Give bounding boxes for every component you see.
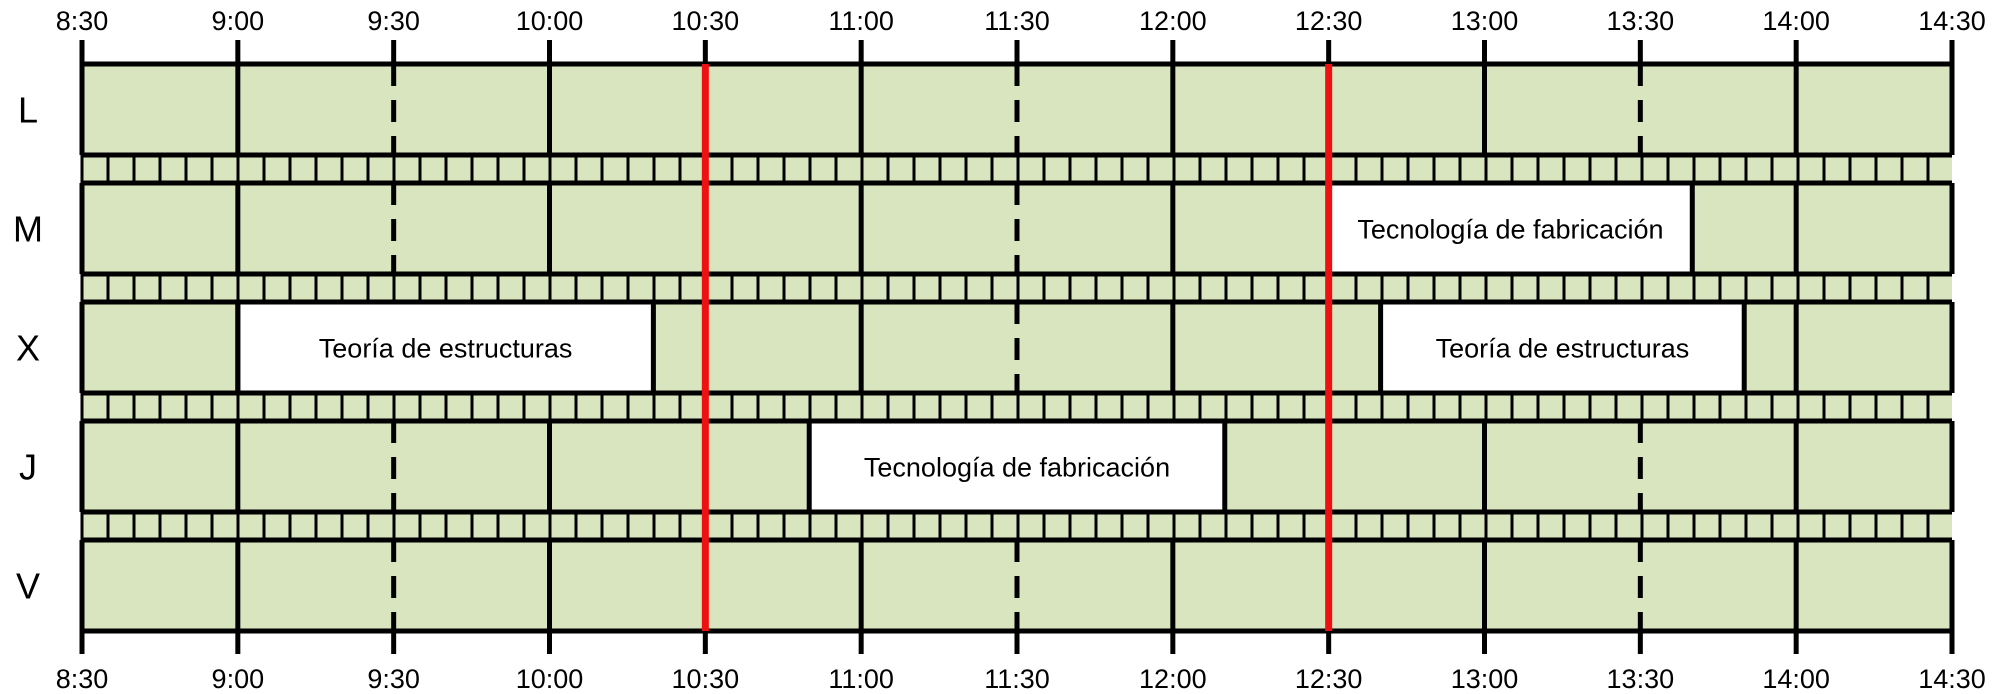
class-label: Teoría de estructuras (1436, 334, 1690, 364)
day-label: X (16, 328, 40, 369)
time-tick-label-bottom: 14:00 (1762, 664, 1830, 694)
time-tick-label-top: 10:30 (672, 6, 740, 36)
time-tick-label-top: 13:30 (1607, 6, 1675, 36)
time-tick-label-top: 12:30 (1295, 6, 1363, 36)
day-label: J (19, 447, 37, 488)
day-label: M (13, 209, 43, 250)
class-blocks (235, 180, 1747, 515)
time-tick-label-bottom: 10:00 (516, 664, 584, 694)
class-label: Teoría de estructuras (319, 334, 573, 364)
class-label: Tecnología de fabricación (1357, 215, 1663, 245)
time-tick-label-top: 11:00 (828, 6, 894, 36)
time-tick-label-top: 9:00 (212, 6, 265, 36)
time-tick-label-bottom: 13:00 (1451, 664, 1519, 694)
day-label: V (16, 566, 40, 607)
time-tick-label-bottom: 11:30 (984, 664, 1050, 694)
time-tick-label-bottom: 12:30 (1295, 664, 1363, 694)
day-label: L (18, 90, 38, 131)
time-tick-label-top: 13:00 (1451, 6, 1519, 36)
grid-lines (79, 40, 1955, 654)
time-tick-label-bottom: 9:00 (212, 664, 265, 694)
class-block (1378, 299, 1747, 396)
time-tick-label-bottom: 9:30 (367, 664, 420, 694)
time-tick-label-top: 11:30 (984, 6, 1050, 36)
time-tick-label-bottom: 8:30 (56, 664, 109, 694)
time-tick-label-bottom: 11:00 (828, 664, 894, 694)
time-tick-label-top: 14:00 (1762, 6, 1830, 36)
time-tick-label-bottom: 12:00 (1139, 664, 1207, 694)
time-tick-label-top: 9:30 (367, 6, 420, 36)
time-tick-label-top: 14:30 (1918, 6, 1986, 36)
labels: 8:30 8:30 9:00 9:00 9:30 9:30 10:00 10:00 10:30 1… (13, 6, 1986, 694)
time-tick-label-bottom: 14:30 (1918, 664, 1986, 694)
time-tick-label-bottom: 10:30 (672, 664, 740, 694)
time-tick-label-top: 12:00 (1139, 6, 1207, 36)
class-block (806, 418, 1228, 515)
time-tick-label-top: 8:30 (56, 6, 109, 36)
break-markers (701, 64, 1333, 631)
class-label: Tecnología de fabricación (864, 453, 1170, 483)
time-tick-label-top: 10:00 (516, 6, 584, 36)
time-tick-label-bottom: 13:30 (1607, 664, 1675, 694)
